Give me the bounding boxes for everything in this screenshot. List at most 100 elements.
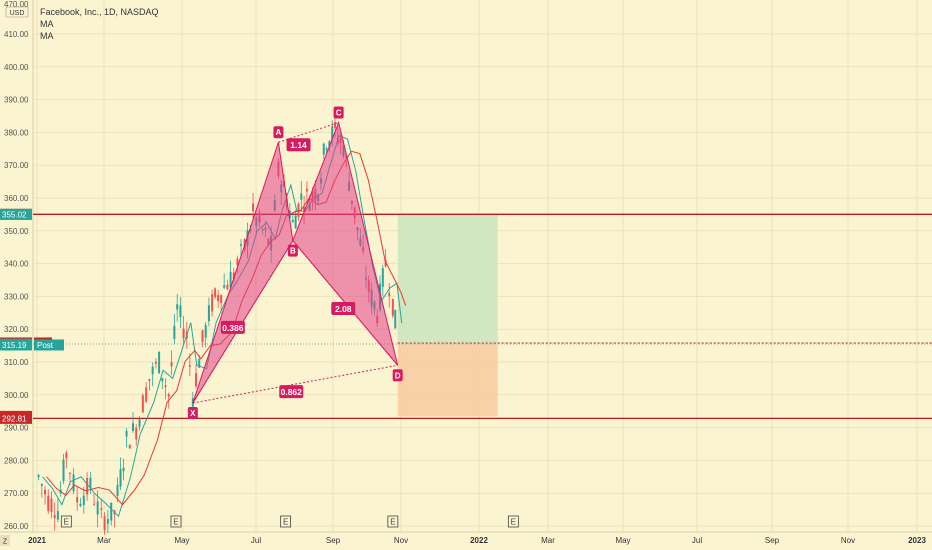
candle-body — [72, 474, 75, 492]
candle-body — [182, 328, 185, 339]
pattern-point-badge — [187, 407, 198, 419]
candle-body — [44, 489, 47, 495]
currency-label: USD — [10, 10, 25, 17]
earnings-marker — [60, 515, 72, 528]
candle-body — [322, 143, 325, 155]
candle-body — [119, 469, 122, 487]
earnings-marker — [507, 515, 519, 528]
candle-body — [328, 141, 331, 147]
earnings-label: E — [390, 518, 395, 527]
pattern-point-badge — [392, 369, 403, 382]
pattern-point-badge — [333, 106, 344, 119]
y-tick-label: 270.00 — [4, 489, 29, 498]
x-tick-label: May — [615, 536, 630, 545]
candle-body — [132, 423, 134, 431]
candle-body — [89, 477, 92, 489]
candle-body — [211, 294, 214, 312]
candle-body — [334, 122, 337, 128]
price-axis-bg — [0, 0, 33, 550]
chart-legend: Facebook, Inc., 1D, NASDAQ MA MA — [40, 6, 159, 42]
x-tick-label: Nov — [841, 536, 855, 545]
candle-body — [47, 495, 50, 511]
candle-body — [116, 485, 119, 496]
candle-body — [384, 260, 387, 267]
candle-body — [53, 514, 56, 519]
x-tick-label: Nov — [394, 536, 408, 545]
candle-body — [40, 484, 43, 486]
candle-body — [62, 459, 65, 482]
pattern-xd-line — [192, 364, 398, 404]
y-tick-label: 330.00 — [4, 292, 29, 301]
candle-body — [76, 497, 79, 503]
candle-body — [232, 272, 235, 280]
candle-body — [82, 495, 85, 506]
pattern-point-label: X — [190, 409, 196, 418]
candle-body — [173, 325, 176, 340]
candle-body — [176, 304, 179, 310]
earnings-label: E — [173, 518, 178, 527]
ratio-label: 1.14 — [290, 140, 307, 150]
price-label-badge — [0, 412, 32, 424]
earnings-marker — [170, 515, 182, 528]
candle-body — [86, 477, 89, 495]
candle-body — [68, 473, 71, 475]
candle-body — [93, 503, 96, 505]
ratio-label: 2.08 — [335, 304, 352, 314]
price-tag-badge — [34, 339, 64, 351]
pattern-triangle-xab — [192, 142, 294, 404]
candle-body — [110, 502, 113, 521]
x-tick-label: May — [174, 536, 189, 545]
candle-body — [291, 220, 294, 222]
candle-body — [201, 330, 204, 342]
candle-body — [122, 467, 125, 472]
candle-body — [170, 362, 173, 367]
candle-body — [217, 295, 220, 302]
candle-body — [50, 498, 53, 513]
candle-body — [223, 285, 226, 288]
candle-body — [158, 352, 161, 374]
candle-body — [303, 206, 306, 212]
candle-body — [325, 148, 328, 150]
candle-body — [226, 284, 229, 290]
symbol-title[interactable]: Facebook, Inc., 1D, NASDAQ — [40, 7, 159, 17]
x-tick-label: 2023 — [908, 536, 926, 545]
candle-body — [198, 359, 201, 368]
x-tick-label: Sep — [765, 536, 780, 545]
y-tick-label: 300.00 — [4, 391, 29, 400]
ratio-label: 0.386 — [222, 323, 244, 333]
ratio-label: 0.862 — [281, 387, 303, 397]
x-tick-label: Jul — [692, 536, 702, 545]
currency-badge — [5, 6, 29, 18]
pattern-point-badge — [273, 126, 284, 139]
candle-body — [135, 427, 138, 440]
y-tick-label: 370.00 — [4, 161, 29, 170]
x-tick-label: Sep — [326, 536, 341, 545]
y-tick-label: 260.00 — [4, 522, 29, 531]
ma-indicator-1[interactable]: MA — [40, 19, 54, 29]
y-tick-label: 390.00 — [4, 96, 29, 105]
ratio-badge — [279, 385, 304, 399]
x-tick-label: Mar — [97, 536, 111, 545]
candle-body — [229, 271, 232, 288]
price-label-badge — [0, 208, 32, 220]
candle-body — [37, 475, 40, 478]
price-label-badge — [0, 339, 32, 351]
x-tick-label: 2022 — [470, 536, 488, 545]
x-tick-label: Jul — [251, 536, 261, 545]
y-tick-label: 380.00 — [4, 128, 29, 137]
candle-body — [188, 365, 191, 367]
candle-body — [128, 445, 131, 449]
candle-body — [394, 309, 397, 329]
y-tick-label: 320.00 — [4, 325, 29, 334]
ratio-badge — [220, 320, 245, 334]
earnings-label: E — [283, 518, 288, 527]
candle-body — [240, 244, 243, 246]
ma-indicator-2[interactable]: MA — [40, 31, 54, 41]
ratio-badge — [331, 301, 356, 315]
zoom-button-bg — [0, 535, 10, 546]
price-label: 292.81 — [2, 414, 27, 423]
candle-body — [391, 298, 394, 316]
candle-body — [381, 268, 384, 287]
y-tick-label: 280.00 — [4, 456, 29, 465]
